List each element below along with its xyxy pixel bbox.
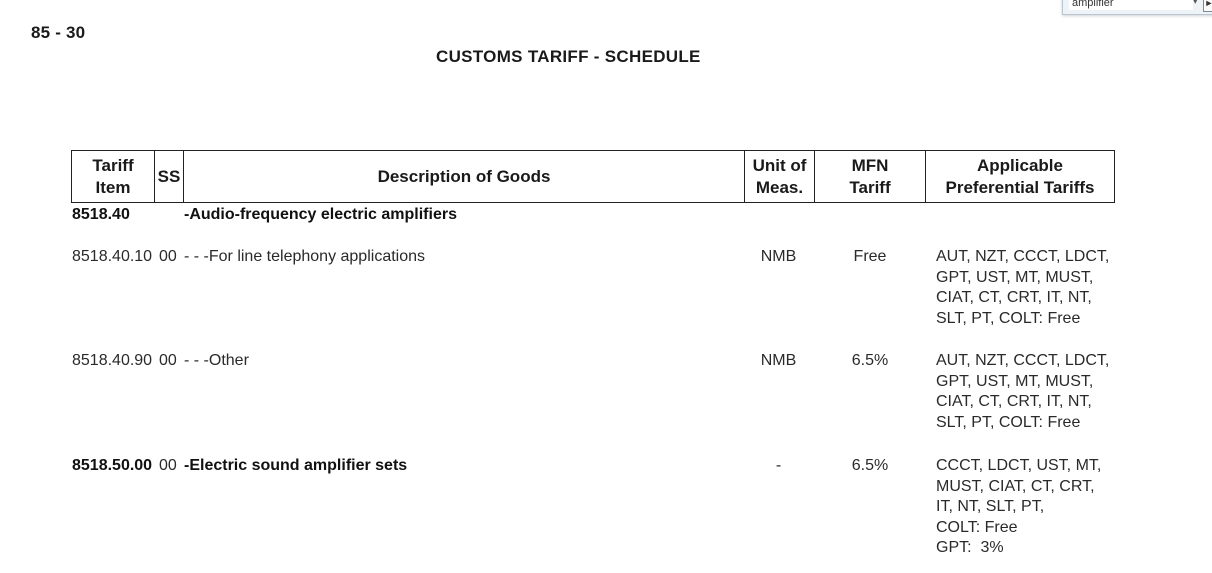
column-header-mfn: MFN Tariff xyxy=(814,151,925,202)
find-toolbar: ▾ ► xyxy=(1062,0,1212,15)
unit-of-measure: - xyxy=(775,457,782,474)
column-header-label: Tariff Item xyxy=(92,155,134,197)
column-header-unit: Unit of Meas. xyxy=(744,151,814,202)
column-header-preferential: Applicable Preferential Tariffs xyxy=(925,151,1114,202)
unit-of-measure: NMB xyxy=(760,248,797,265)
description: -Audio-frequency electric amplifiers xyxy=(184,206,457,223)
ss-code: 00 xyxy=(159,248,177,265)
ss-code: 00 xyxy=(159,457,177,474)
mfn-tariff: 6.5% xyxy=(851,352,889,369)
preferential-tariffs: AUT, NZT, CCCT, LDCT, GPT, UST, MT, MUST… xyxy=(936,352,1110,431)
tariff-item: 8518.40 xyxy=(72,206,130,223)
column-header-description: Description of Goods xyxy=(183,151,744,202)
ss-code: 00 xyxy=(159,352,177,369)
description: - - -Other xyxy=(184,352,249,369)
column-header-label: Unit of Meas. xyxy=(752,155,807,197)
preferential-tariffs: AUT, NZT, CCCT, LDCT, GPT, UST, MT, MUST… xyxy=(936,248,1110,327)
find-next-button[interactable]: ► xyxy=(1203,0,1212,12)
tariff-item: 8518.40.10 xyxy=(72,248,153,265)
tariff-item: 8518.40.90 xyxy=(72,352,153,369)
description: - - -For line telephony applications xyxy=(184,248,426,265)
column-header-label: Applicable Preferential Tariffs xyxy=(945,155,1095,197)
tariff-item: 8518.50.00 xyxy=(72,457,153,474)
column-header-label: MFN Tariff xyxy=(849,155,891,197)
unit-of-measure: NMB xyxy=(760,352,797,369)
mfn-tariff: Free xyxy=(853,248,887,265)
page-title: CUSTOMS TARIFF - SCHEDULE xyxy=(436,47,701,66)
column-header-label: Description of Goods xyxy=(377,166,551,186)
description: -Electric sound amplifier sets xyxy=(184,457,408,474)
mfn-tariff: 6.5% xyxy=(851,457,889,474)
search-input[interactable] xyxy=(1069,0,1193,10)
preferential-tariffs: CCCT, LDCT, UST, MT, MUST, CIAT, CT, CRT… xyxy=(936,457,1102,556)
column-header-label: SS xyxy=(157,166,181,186)
column-header-tariff-item: Tariff Item xyxy=(72,151,154,202)
page-number: 85 - 30 xyxy=(31,23,86,42)
chevron-down-icon[interactable]: ▾ xyxy=(1193,0,1198,6)
table-header: Tariff Item SS Description of Goods Unit… xyxy=(71,150,1115,203)
column-header-ss: SS xyxy=(154,151,183,202)
